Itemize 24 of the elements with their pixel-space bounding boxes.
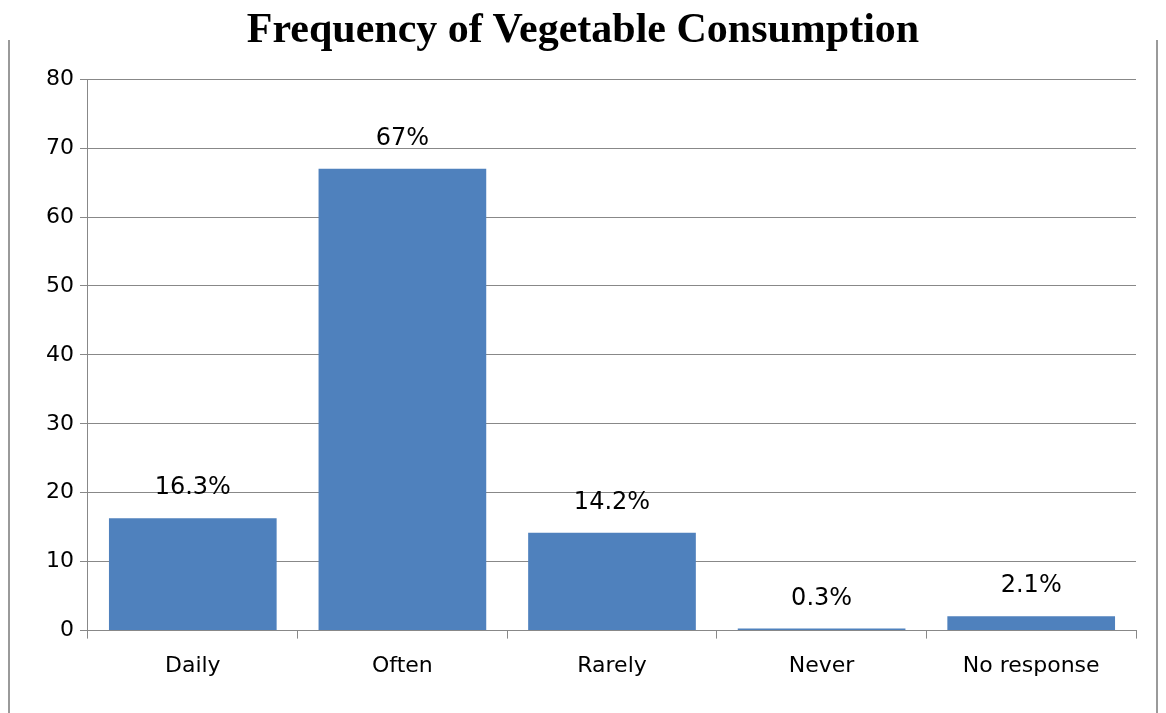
y-tick-label: 0 bbox=[59, 616, 74, 642]
x-tick-label: Rarely bbox=[577, 651, 647, 677]
bar bbox=[108, 518, 277, 631]
y-tick-label: 20 bbox=[45, 478, 74, 504]
data-label: 2.1% bbox=[1000, 570, 1062, 599]
y-tick-label: 70 bbox=[45, 133, 74, 159]
x-tick-label: Daily bbox=[164, 651, 221, 677]
chart-title: Frequency of Vegetable Consumption bbox=[245, 4, 921, 52]
y-tick-label: 10 bbox=[45, 547, 74, 573]
x-tick-label: No response bbox=[962, 651, 1100, 677]
data-label: 67% bbox=[375, 123, 430, 152]
bar bbox=[318, 168, 487, 631]
y-tick-label: 40 bbox=[45, 340, 74, 366]
bar bbox=[947, 616, 1116, 631]
y-tick-label: 30 bbox=[45, 409, 74, 435]
y-tick-label: 50 bbox=[45, 271, 74, 297]
data-label: 16.3% bbox=[154, 472, 231, 501]
y-tick-label: 80 bbox=[45, 64, 74, 90]
data-label: 0.3% bbox=[791, 582, 853, 611]
x-tick-label: Never bbox=[788, 651, 856, 677]
y-tick-label: 60 bbox=[45, 202, 74, 228]
x-tick-label: Often bbox=[372, 651, 433, 677]
bar bbox=[528, 532, 696, 631]
data-label: 14.2% bbox=[573, 486, 651, 515]
